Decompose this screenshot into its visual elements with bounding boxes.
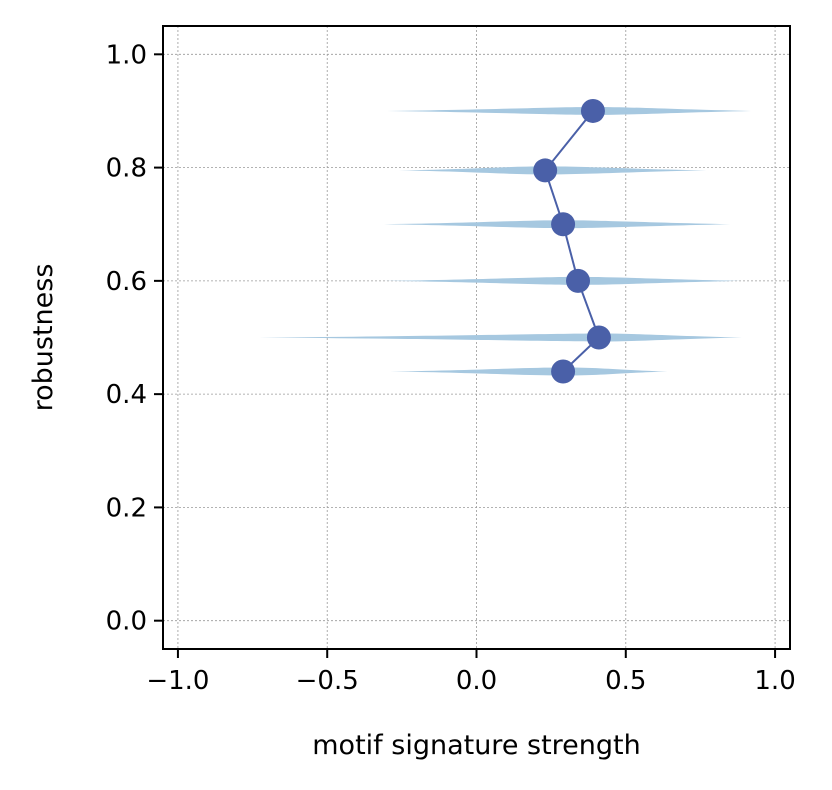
mean-marker (551, 212, 576, 237)
y-tick-label: 0.0 (106, 607, 147, 637)
y-tick-label: 0.8 (106, 154, 147, 184)
axis-ticks: −1.0 −0.5 0.0 0.5 1.0 0.0 0.2 0.4 0.6 0.8 1.0 (106, 40, 796, 696)
violin-shape (258, 333, 743, 342)
y-tick-label: 0.4 (106, 380, 147, 410)
mean-marker (533, 158, 558, 183)
y-axis-label: robustness (28, 264, 59, 412)
x-tick-label: −1.0 (146, 666, 209, 696)
x-tick-label: 1.0 (754, 666, 795, 696)
violin-shape (386, 106, 752, 115)
y-tick-label: 0.6 (106, 267, 147, 297)
x-tick-label: 0.0 (456, 666, 497, 696)
y-tick-label: 1.0 (106, 40, 147, 70)
x-tick-label: 0.5 (605, 666, 646, 696)
violin-shape (383, 276, 743, 285)
mean-marker (580, 98, 605, 123)
mean-marker (551, 359, 576, 384)
mean-marker (566, 268, 591, 293)
mean-marker (586, 325, 611, 350)
mean-markers (533, 98, 611, 384)
x-axis-label: motif signature strength (312, 730, 640, 761)
violin-shape (389, 367, 668, 376)
x-tick-label: −0.5 (296, 666, 359, 696)
y-tick-label: 0.2 (106, 493, 147, 523)
violins (258, 106, 752, 376)
